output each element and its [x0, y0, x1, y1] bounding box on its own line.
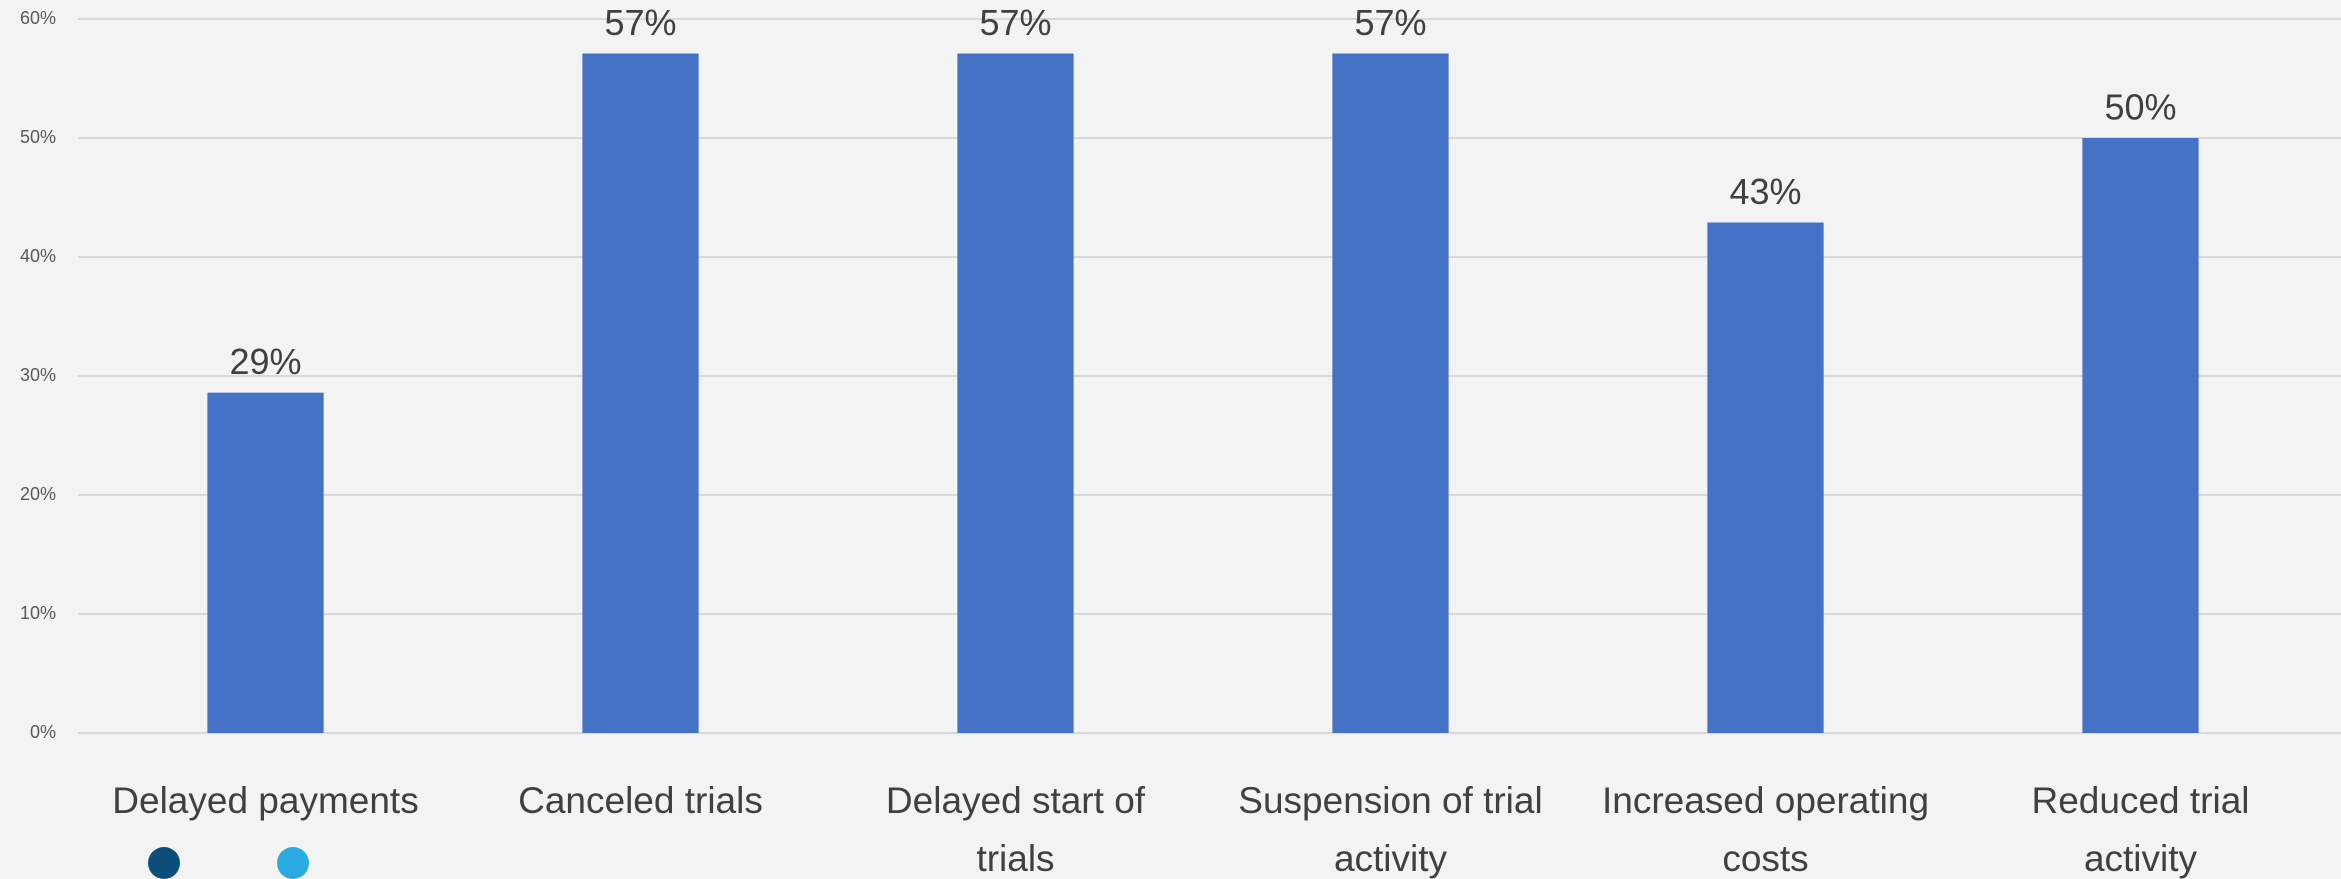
- x-tick-label: Delayed payments: [112, 780, 419, 821]
- x-tick-label: Delayed start of trials: [885, 780, 1146, 879]
- y-tick-label: 60%: [20, 8, 56, 28]
- logo-dot: [277, 847, 309, 879]
- data-label: 57%: [1354, 2, 1426, 43]
- data-label: 29%: [229, 341, 301, 382]
- x-tick-label: Suspension of trial activity: [1238, 780, 1543, 879]
- x-tick-label: Canceled trials: [518, 780, 763, 821]
- bar: [957, 53, 1074, 733]
- bar: [1332, 53, 1449, 733]
- data-label: 50%: [2104, 87, 2176, 128]
- y-tick-label: 40%: [20, 246, 56, 266]
- data-label: 57%: [604, 2, 676, 43]
- x-tick-label: Reduced trial activity: [2031, 780, 2250, 879]
- data-label: 43%: [1729, 171, 1801, 212]
- data-label: 57%: [979, 2, 1051, 43]
- y-tick-label: 10%: [20, 603, 56, 623]
- bar: [1707, 222, 1824, 734]
- bar: [582, 53, 699, 733]
- y-tick-label: 20%: [20, 484, 56, 504]
- y-tick-label: 0%: [30, 722, 56, 742]
- bar: [2082, 138, 2199, 733]
- y-tick-label: 50%: [20, 127, 56, 147]
- y-tick-label: 30%: [20, 365, 56, 385]
- bar: [207, 392, 324, 733]
- x-tick-label: Increased operating costs: [1601, 780, 1930, 879]
- logo-dot: [148, 847, 180, 879]
